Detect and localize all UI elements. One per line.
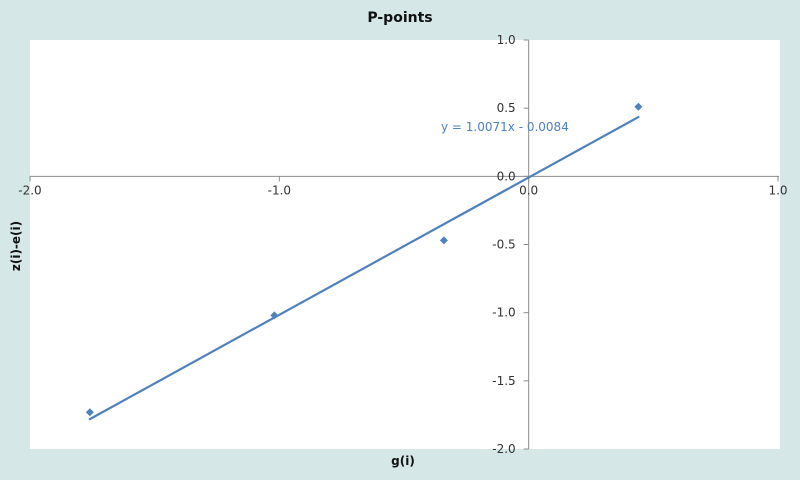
y-tick-label: -1.0 <box>492 306 515 320</box>
x-tick-label: -1.0 <box>268 183 291 197</box>
x-tick-label: 0.0 <box>519 183 538 197</box>
y-tick-label: -1.5 <box>492 374 515 388</box>
x-tick-label: -2.0 <box>18 183 41 197</box>
y-tick-label: 0.5 <box>497 101 516 115</box>
data-point <box>85 408 94 417</box>
data-point <box>270 311 279 320</box>
y-tick-label: 0.0 <box>497 169 516 183</box>
x-tick-label: 1.0 <box>768 183 787 197</box>
x-axis-title: g(i) <box>391 454 415 468</box>
y-tick-label: 1.0 <box>497 33 516 47</box>
trendline <box>88 115 640 421</box>
data-point <box>439 236 448 245</box>
data-point <box>634 102 643 111</box>
y-tick-label: -0.5 <box>492 238 515 252</box>
data-points <box>85 102 643 417</box>
trendline-group <box>88 115 640 421</box>
y-axis-title: z(i)-e(i) <box>9 221 23 271</box>
axes: -2.0 -1.0 0.0 1.0 -2.0 -1.5 -1.0 -0.5 0.0 0.5 1.0 <box>18 33 787 456</box>
chart-title: P-points <box>367 10 432 26</box>
trendline-equation: y = 1.0071x - 0.0084 <box>441 120 569 134</box>
y-tick-label: -2.0 <box>492 442 515 456</box>
